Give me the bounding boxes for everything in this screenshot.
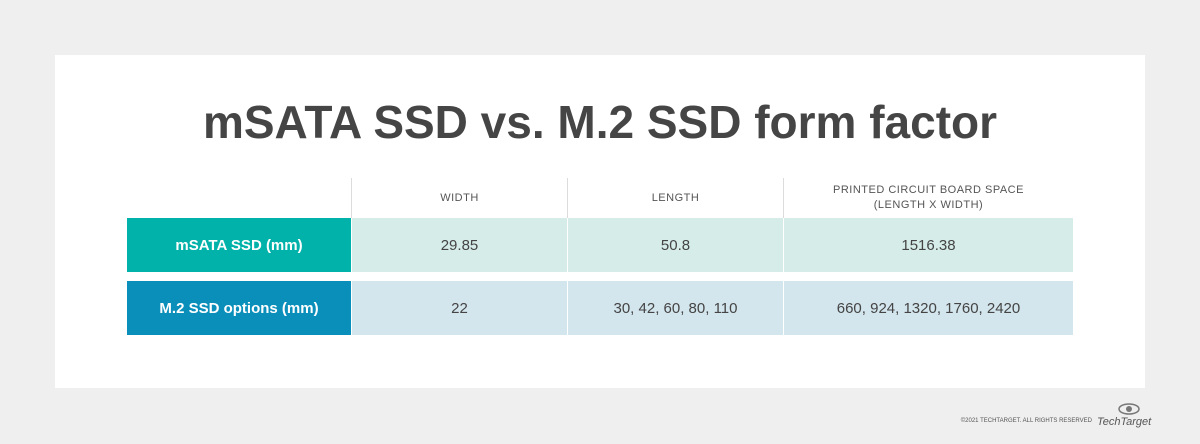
cell-value: 660, 924, 1320, 1760, 2420	[783, 281, 1073, 335]
cell-value: 29.85	[351, 218, 567, 272]
cell-value: 50.8	[567, 218, 783, 272]
cell-value: 30, 42, 60, 80, 110	[567, 281, 783, 335]
copyright: ©2021 TECHTARGET. ALL RIGHTS RESERVED	[960, 418, 1092, 424]
header-line: LENGTH	[651, 191, 700, 204]
header-line: WIDTH	[440, 191, 479, 204]
logo-icon	[1118, 403, 1140, 415]
column-header: WIDTH	[351, 178, 567, 218]
row-label: mSATA SSD (mm)	[127, 218, 351, 272]
cell-value: 22	[351, 281, 567, 335]
row-label: M.2 SSD options (mm)	[127, 281, 351, 335]
cell-value: 1516.38	[783, 218, 1073, 272]
header-line: (LENGTH X WIDTH)	[873, 199, 984, 211]
header-line: PRINTED CIRCUIT BOARD SPACE	[833, 184, 1024, 196]
title: mSATA SSD vs. M.2 SSD form factor	[202, 96, 998, 148]
column-header: PRINTED CIRCUIT BOARD SPACE (LENGTH X WID…	[783, 178, 1073, 218]
logo: TechTarget	[1097, 416, 1152, 428]
column-header: LENGTH	[567, 178, 783, 218]
